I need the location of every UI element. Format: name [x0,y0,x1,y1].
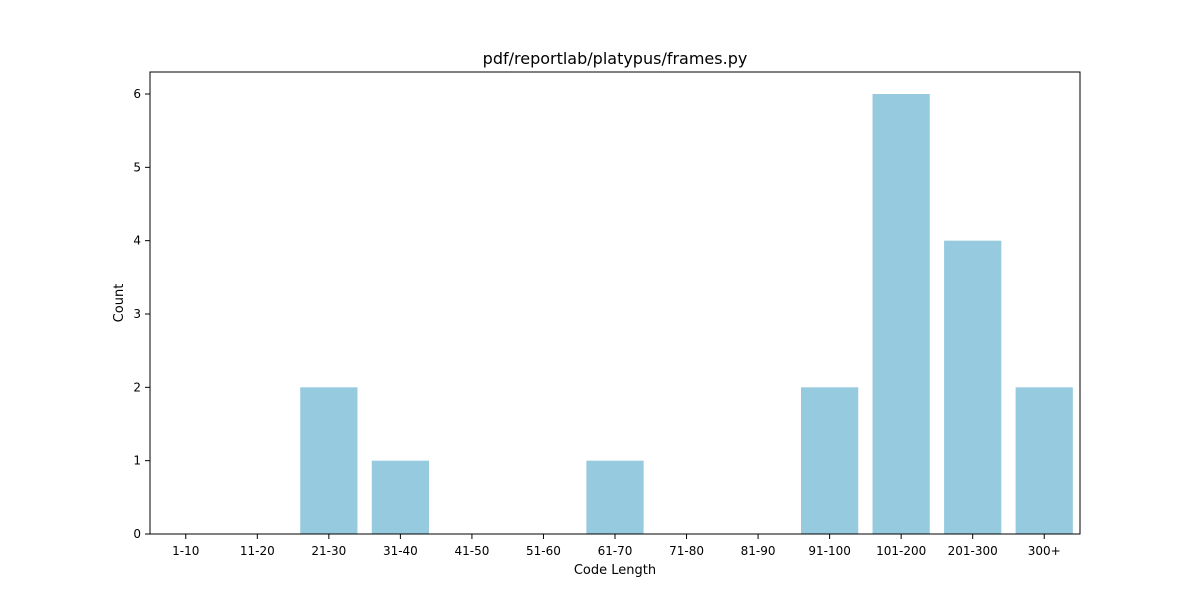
x-tick-label: 201-300 [948,544,998,558]
x-tick-label: 71-80 [669,544,704,558]
y-tick-label: 3 [133,307,141,321]
x-tick-label: 300+ [1028,544,1061,558]
x-tick-label: 41-50 [454,544,489,558]
plot-frame [149,71,1081,535]
x-tick-label: 91-100 [808,544,851,558]
y-tick-label: 2 [133,380,141,394]
bar-21-30 [300,387,358,534]
x-tick-label: 101-200 [876,544,926,558]
bar-91-100 [801,387,859,534]
x-tick-label: 51-60 [526,544,561,558]
x-tick-label: 31-40 [383,544,418,558]
bars-group [300,94,1073,534]
y-tick-label: 4 [133,234,141,248]
y-axis-ticks: 0 1 2 3 4 5 6 [133,87,150,541]
bar-101-200 [872,94,930,534]
x-axis-label: Code Length [574,563,656,578]
bar-300+ [1015,387,1073,534]
y-tick-label: 6 [133,87,141,101]
x-tick-label: 21-30 [311,544,346,558]
bar-61-70 [586,460,644,534]
y-axis-label: Count [112,284,127,323]
x-axis-ticks: 1-10 11-20 21-30 31-40 41-50 51-60 61-70 71-80 8… [172,534,1061,558]
chart-title: pdf/reportlab/platypus/frames.py [483,49,748,68]
y-tick-label: 1 [133,454,141,468]
bar-201-300 [944,240,1002,534]
bar-31-40 [371,460,429,534]
x-tick-label: 1-10 [172,544,199,558]
x-tick-label: 81-90 [741,544,776,558]
x-tick-label: 61-70 [598,544,633,558]
x-tick-label: 11-20 [240,544,275,558]
y-tick-label: 5 [133,160,141,174]
y-tick-label: 0 [133,527,141,541]
